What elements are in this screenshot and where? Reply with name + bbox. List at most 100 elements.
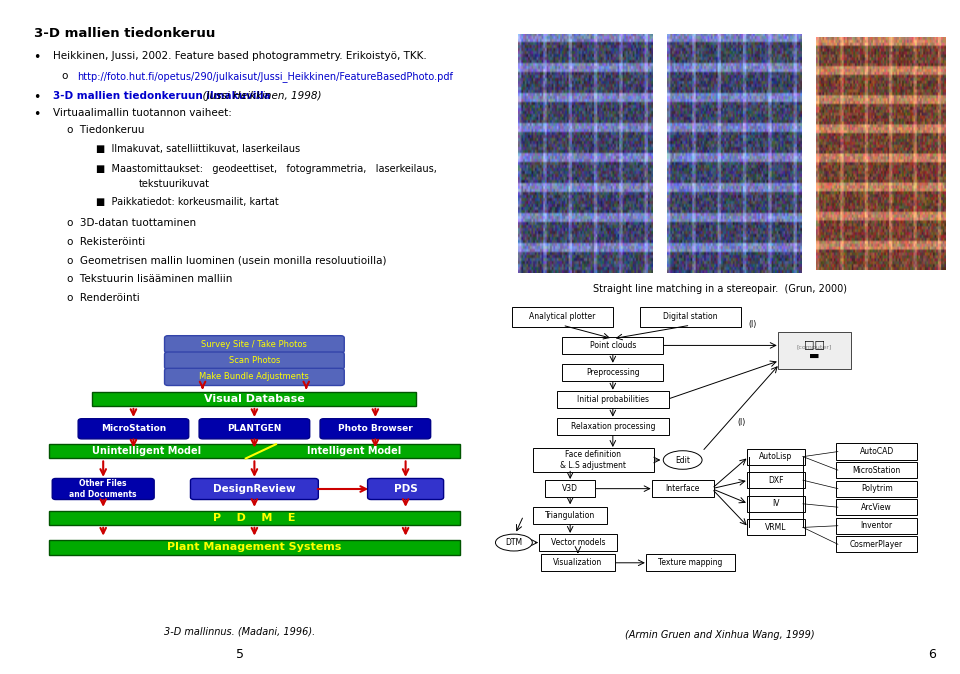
- FancyBboxPatch shape: [836, 443, 918, 460]
- FancyBboxPatch shape: [164, 368, 345, 386]
- FancyBboxPatch shape: [836, 518, 918, 534]
- FancyBboxPatch shape: [512, 307, 612, 327]
- Text: Analytical plotter: Analytical plotter: [529, 312, 595, 321]
- Text: Other Files
and Documents: Other Files and Documents: [69, 479, 137, 499]
- Text: Vector models: Vector models: [551, 538, 605, 547]
- Text: 3-D mallien tiedonkeruu: 3-D mallien tiedonkeruu: [34, 27, 215, 40]
- Text: Survey Site / Take Photos: Survey Site / Take Photos: [202, 340, 307, 348]
- Text: o: o: [62, 71, 75, 81]
- Text: Preprocessing: Preprocessing: [586, 368, 639, 377]
- Bar: [49, 511, 460, 525]
- Text: CosmerPlayer: CosmerPlayer: [851, 540, 903, 549]
- Text: o  Tiedonkeruu: o Tiedonkeruu: [67, 125, 145, 135]
- FancyBboxPatch shape: [541, 554, 614, 571]
- Text: (I): (I): [737, 418, 745, 427]
- FancyBboxPatch shape: [540, 534, 616, 551]
- Text: □□
▬: □□ ▬: [804, 340, 825, 361]
- Text: AutoLisp: AutoLisp: [759, 452, 792, 461]
- Text: Heikkinen, Jussi, 2002. Feature based photogrammetry. Erikoistyö, TKK.: Heikkinen, Jussi, 2002. Feature based ph…: [53, 51, 426, 61]
- Text: Initial probabilities: Initial probabilities: [577, 395, 649, 404]
- FancyBboxPatch shape: [52, 479, 155, 499]
- FancyBboxPatch shape: [368, 479, 444, 499]
- Text: IV: IV: [772, 499, 780, 508]
- FancyBboxPatch shape: [557, 391, 669, 408]
- Text: V3D: V3D: [563, 484, 578, 493]
- FancyBboxPatch shape: [747, 519, 804, 535]
- FancyBboxPatch shape: [320, 419, 431, 439]
- FancyBboxPatch shape: [164, 336, 345, 353]
- Text: (Jussi Heikkinen, 1998): (Jussi Heikkinen, 1998): [53, 91, 322, 101]
- FancyBboxPatch shape: [190, 479, 319, 499]
- Text: Face definition
& L.S adjustment: Face definition & L.S adjustment: [561, 450, 627, 470]
- Text: Visualization: Visualization: [553, 558, 603, 568]
- Text: ArcView: ArcView: [861, 503, 892, 512]
- Text: 3-D mallinnus. (Madani, 1996).: 3-D mallinnus. (Madani, 1996).: [164, 627, 316, 637]
- Text: MicroStation: MicroStation: [852, 466, 900, 474]
- Text: o  3D-datan tuottaminen: o 3D-datan tuottaminen: [67, 218, 197, 228]
- Text: Straight line matching in a stereopair.  (Grun, 2000): Straight line matching in a stereopair. …: [593, 284, 847, 295]
- Text: Point clouds: Point clouds: [589, 341, 636, 350]
- FancyBboxPatch shape: [164, 352, 345, 369]
- Text: [computer]: [computer]: [797, 344, 832, 350]
- Text: tekstuurikuvat: tekstuurikuvat: [139, 179, 210, 189]
- FancyBboxPatch shape: [747, 495, 804, 512]
- Text: •: •: [34, 91, 41, 104]
- FancyBboxPatch shape: [747, 472, 804, 488]
- Bar: [92, 392, 417, 406]
- Text: Triangulation: Triangulation: [545, 511, 595, 520]
- Text: http://foto.hut.fi/opetus/290/julkaisut/Jussi_Heikkinen/FeatureBasedPhoto.pdf: http://foto.hut.fi/opetus/290/julkaisut/…: [77, 71, 453, 82]
- FancyBboxPatch shape: [646, 554, 735, 571]
- Ellipse shape: [495, 534, 533, 551]
- Text: Scan Photos: Scan Photos: [228, 356, 280, 365]
- Text: o  Renderöinti: o Renderöinti: [67, 293, 140, 303]
- Text: •: •: [34, 108, 41, 121]
- Text: Plant Management Systems: Plant Management Systems: [167, 543, 342, 553]
- Text: (I): (I): [749, 320, 756, 329]
- FancyBboxPatch shape: [78, 419, 189, 439]
- FancyBboxPatch shape: [747, 449, 804, 465]
- Text: Texture mapping: Texture mapping: [659, 558, 723, 568]
- Text: Intelligent Model: Intelligent Model: [306, 446, 401, 456]
- FancyBboxPatch shape: [836, 499, 918, 515]
- FancyBboxPatch shape: [557, 418, 669, 435]
- Text: 6: 6: [928, 648, 936, 661]
- Text: DesignReview: DesignReview: [213, 484, 296, 494]
- Text: Inventor: Inventor: [860, 521, 893, 530]
- Text: Polytrim: Polytrim: [861, 484, 893, 493]
- FancyBboxPatch shape: [563, 364, 663, 381]
- Text: (Armin Gruen and Xinhua Wang, 1999): (Armin Gruen and Xinhua Wang, 1999): [625, 630, 815, 640]
- FancyBboxPatch shape: [836, 462, 918, 479]
- Text: Digital station: Digital station: [663, 312, 718, 321]
- Text: o  Rekisteröinti: o Rekisteröinti: [67, 237, 146, 247]
- Text: PLANTGEN: PLANTGEN: [228, 425, 281, 433]
- Text: Virtuaalimallin tuotannon vaiheet:: Virtuaalimallin tuotannon vaiheet:: [53, 108, 231, 118]
- Text: ■  Maastomittaukset:   geodeettiset,   fotogrammetria,   laserkeilaus,: ■ Maastomittaukset: geodeettiset, fotogr…: [96, 164, 437, 174]
- Text: MicroStation: MicroStation: [101, 425, 166, 433]
- Text: Unintelligent Model: Unintelligent Model: [92, 446, 201, 456]
- Text: Edit: Edit: [675, 456, 690, 464]
- Text: ■  Paikkatiedot: korkeusmailit, kartat: ■ Paikkatiedot: korkeusmailit, kartat: [96, 197, 278, 208]
- Text: •: •: [34, 51, 41, 63]
- FancyBboxPatch shape: [836, 481, 918, 497]
- Text: o  Tekstuurin lisääminen malliin: o Tekstuurin lisääminen malliin: [67, 274, 232, 284]
- FancyBboxPatch shape: [534, 448, 654, 472]
- FancyBboxPatch shape: [778, 332, 852, 369]
- FancyBboxPatch shape: [836, 537, 918, 552]
- Text: DTM: DTM: [505, 538, 522, 547]
- Text: Interface: Interface: [665, 484, 700, 493]
- FancyBboxPatch shape: [652, 480, 713, 497]
- Text: Visual Database: Visual Database: [204, 394, 304, 404]
- Text: PDS: PDS: [394, 484, 418, 494]
- Text: Photo Browser: Photo Browser: [338, 425, 413, 433]
- Text: Make Bundle Adjustments: Make Bundle Adjustments: [200, 373, 309, 381]
- FancyBboxPatch shape: [640, 307, 741, 327]
- FancyBboxPatch shape: [563, 337, 663, 354]
- Text: AutoCAD: AutoCAD: [859, 447, 894, 456]
- Text: ■  Ilmakuvat, satelliittikuvat, laserkeilaus: ■ Ilmakuvat, satelliittikuvat, laserkeil…: [96, 144, 300, 154]
- FancyBboxPatch shape: [534, 507, 607, 524]
- Text: P    D    M    E: P D M E: [213, 513, 296, 523]
- Bar: [49, 444, 460, 458]
- Text: VRML: VRML: [765, 523, 786, 532]
- Text: 5: 5: [236, 648, 244, 661]
- Text: Relaxation processing: Relaxation processing: [570, 422, 655, 431]
